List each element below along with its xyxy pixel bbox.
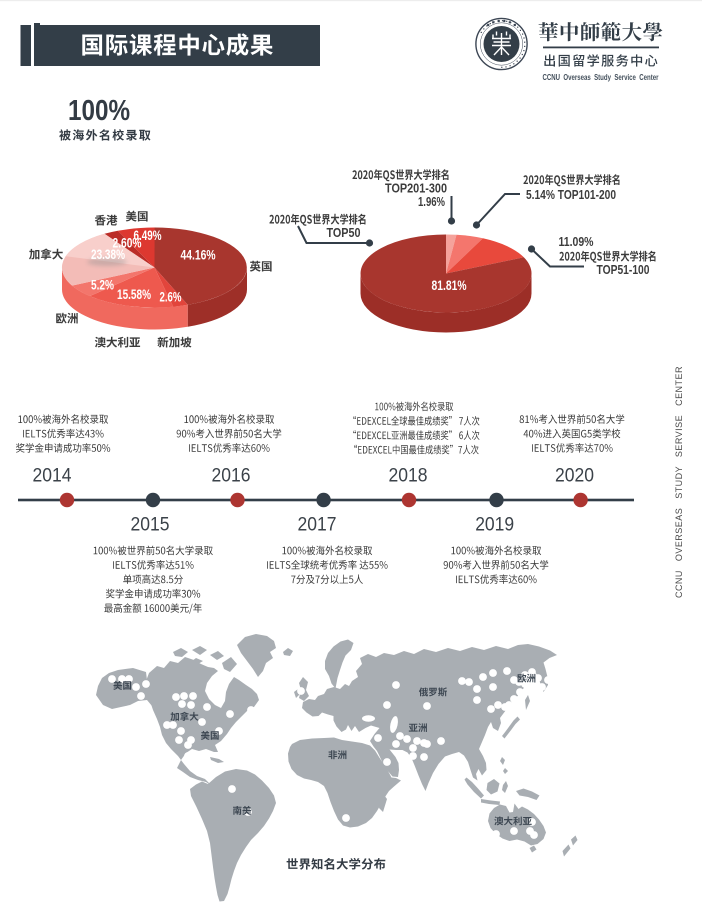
svg-text:6.49%: 6.49% <box>134 228 162 243</box>
svg-text:5.2%: 5.2% <box>91 278 114 293</box>
svg-text:15.58%: 15.58% <box>117 287 151 302</box>
svg-text:5.14% TOP101-200: 5.14% TOP101-200 <box>526 187 616 202</box>
svg-text:2019: 2019 <box>475 515 514 536</box>
svg-text:2.6%: 2.6% <box>160 290 182 305</box>
svg-text:23.38%: 23.38% <box>91 246 125 262</box>
svg-text:2014: 2014 <box>33 465 72 486</box>
svg-text:100%: 100% <box>68 95 130 127</box>
svg-text:11.09%: 11.09% <box>559 234 594 249</box>
svg-text:2017: 2017 <box>298 515 337 536</box>
svg-text:TOP201-300: TOP201-300 <box>385 181 447 196</box>
svg-text:2015: 2015 <box>131 515 170 536</box>
svg-text:TOP51-100: TOP51-100 <box>597 262 650 277</box>
svg-text:2.60%: 2.60% <box>113 236 142 251</box>
svg-text:2016: 2016 <box>212 465 251 486</box>
svg-text:2018: 2018 <box>389 465 428 486</box>
svg-text:CCNU OVERSEAS STUDY SERVISE CE: CCNU OVERSEAS STUDY SERVISE CENTER <box>674 364 684 598</box>
svg-text:1.96%: 1.96% <box>418 194 445 209</box>
svg-text:CCNU Overseas Study Service: CCNU Overseas Study Service Center <box>543 73 659 82</box>
svg-text:TOP50: TOP50 <box>327 225 361 240</box>
svg-text:2020: 2020 <box>555 465 594 486</box>
svg-text:44.16%: 44.16% <box>181 247 216 263</box>
svg-text:81.81%: 81.81% <box>432 278 467 293</box>
